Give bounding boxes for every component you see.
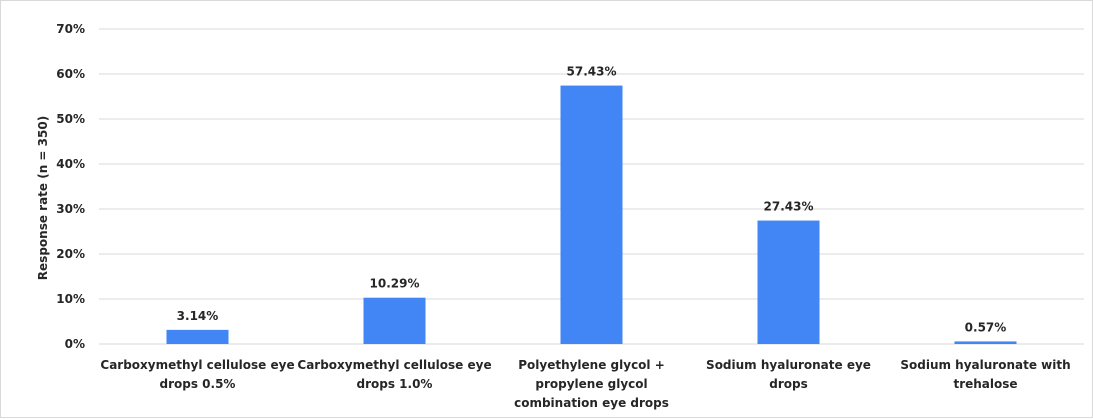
y-tick-label: 10% [56,292,85,306]
x-category-label: combination eye drops [514,396,669,410]
y-axis-label: Response rate (n = 350) [36,116,50,280]
data-label: 57.43% [567,65,617,79]
x-category-label: propylene glycol [535,377,647,391]
y-tick-label: 50% [56,112,85,126]
y-tick-label: 30% [56,202,85,216]
x-category-label: Polyethylene glycol + [518,358,665,372]
y-tick-label: 20% [56,247,85,261]
bars [166,85,1017,344]
x-axis-categories: Carboxymethyl cellulose eye drops 0.5% Car… [100,358,1070,410]
bar [560,85,623,344]
x-category-label: Sodium hyaluronate eye [706,358,871,372]
x-category-label: drops 0.5% [160,377,236,391]
data-label: 10.29% [370,277,420,291]
y-tick-label: 40% [56,157,85,171]
bar [166,329,229,344]
bar [757,220,820,344]
x-category-label: trehalose [953,377,1017,391]
bar [954,341,1017,344]
data-label: 0.57% [965,320,1007,334]
data-label: 3.14% [177,309,219,323]
x-category-label: Carboxymethyl cellulose eye [100,358,294,372]
data-label: 27.43% [764,200,814,214]
x-category-label: Sodium hyaluronate with [900,358,1070,372]
y-tick-label: 70% [56,22,85,36]
x-category-label: Carboxymethyl cellulose eye [297,358,491,372]
y-tick-label: 60% [56,67,85,81]
x-category-label: drops 1.0% [357,377,433,391]
bar [363,297,426,344]
data-labels: 3.14% 10.29% 57.43% 27.43% 0.57% [177,65,1007,335]
y-tick-label: 0% [65,337,85,351]
x-category-label: drops [769,377,807,391]
y-axis-ticks: 0% 10% 20% 30% 40% 50% 60% 70% [56,22,85,351]
